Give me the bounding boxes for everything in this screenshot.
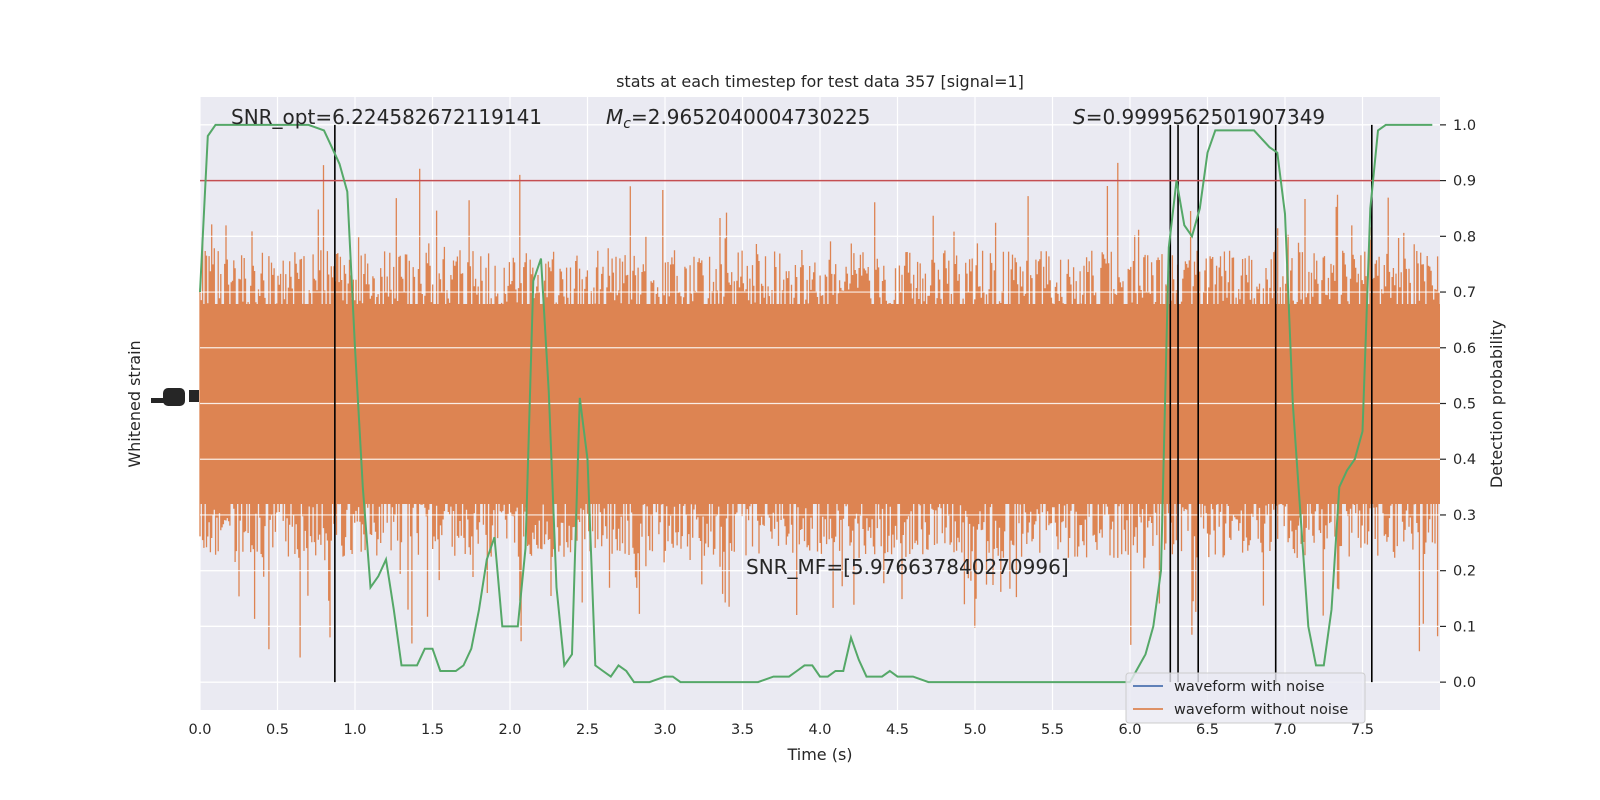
waveform-without-noise-series (199, 124, 1440, 683)
y-right-axis-label: Detection probability (1487, 320, 1506, 488)
snr-opt-annotation: SNR_opt=6.224582672119141 (231, 105, 542, 129)
s-annotation: S=0.9999562501907349 (1073, 105, 1325, 129)
y-left-axis-label: Whitened strain (125, 340, 144, 467)
chirp-mass-annotation: Mc=2.9652040004730225 (606, 105, 870, 132)
y-tick-label: 0.1 (1453, 619, 1476, 635)
snr-mf-annotation: SNR_MF=[5.976637840270996] (746, 555, 1069, 579)
y-tick-label: 0.0 (1453, 675, 1476, 691)
x-tick-label: 5.5 (1041, 722, 1064, 738)
y-right-axis-ticks: 0.0 0.1 0.2 0.3 0.4 0.5 0.6 0.7 0.8 0.9 1.0 (1440, 118, 1476, 691)
y-left-collapsed-ticks (151, 388, 199, 406)
y-tick-label: 0.5 (1453, 397, 1476, 413)
y-tick-label: 0.2 (1453, 564, 1476, 580)
chart-title: stats at each timestep for test data 357… (616, 72, 1024, 91)
x-tick-label: 1.0 (343, 722, 366, 738)
y-tick-label: 0.9 (1453, 174, 1476, 190)
x-tick-label: 2.0 (498, 722, 521, 738)
detection-probability-line (199, 123, 1433, 684)
x-tick-label: 4.5 (886, 722, 909, 738)
detection-probability-group (199, 123, 1433, 684)
x-tick-label: 4.0 (808, 722, 831, 738)
x-tick-label: 3.5 (731, 722, 754, 738)
y-tick-label: 0.7 (1453, 285, 1476, 301)
x-axis-label: Time (s) (786, 745, 852, 764)
legend-label-without-noise: waveform without noise (1174, 702, 1348, 718)
x-tick-label: 1.5 (421, 722, 444, 738)
legend-box (1125, 672, 1366, 724)
legend-label-with-noise: waveform with noise (1174, 679, 1325, 695)
y-tick-label: 0.3 (1453, 508, 1476, 524)
y-tick-label: 0.6 (1453, 341, 1476, 357)
legend: waveform with noise waveform without noi… (1125, 672, 1366, 724)
x-tick-label: 0.0 (188, 722, 211, 738)
y-tick-label: 1.0 (1453, 118, 1476, 134)
x-tick-label: 3.0 (653, 722, 676, 738)
x-tick-label: 7.5 (1351, 722, 1374, 738)
y-tick-label: 0.8 (1453, 229, 1476, 245)
x-tick-label: 2.5 (576, 722, 599, 738)
x-tick-label: 6.5 (1196, 722, 1219, 738)
trigger-lines (334, 124, 1373, 683)
x-tick-label: 5.0 (963, 722, 986, 738)
x-axis-ticks: 0.0 0.5 1.0 1.5 2.0 2.5 3.0 3.5 4.0 4.5 5.0 5.5 6.0 6… (188, 722, 1374, 738)
x-tick-label: 6.0 (1118, 722, 1141, 738)
y-tick-label: 0.4 (1453, 452, 1476, 468)
x-tick-label: 7.0 (1273, 722, 1296, 738)
x-tick-label: 0.5 (266, 722, 289, 738)
